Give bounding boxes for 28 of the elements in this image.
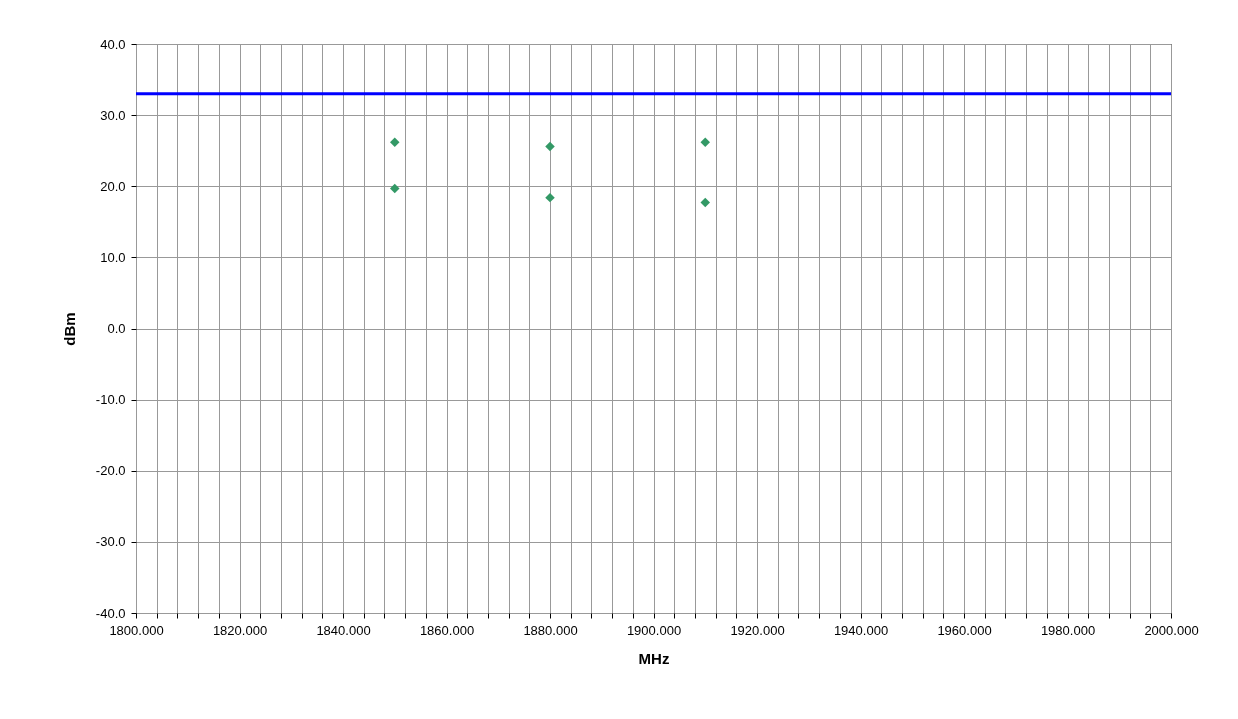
x-tick-label: 1800.000: [109, 622, 164, 638]
y-tick-label: 10.0: [100, 249, 126, 265]
point: [700, 197, 710, 208]
x-tick-label: 1900.000: [626, 622, 682, 638]
x-tick-label: 1860.000: [419, 622, 475, 638]
y-tick-label: -40.0: [95, 605, 126, 621]
y-tick-label: 20.0: [100, 178, 126, 194]
y-axis-title: dBm: [60, 312, 78, 346]
x-tick-label: 1920.000: [730, 622, 785, 638]
y-tick-label: 0.0: [107, 321, 126, 336]
x-tick-label: 1820.000: [212, 622, 268, 638]
y-tick-label: -20.0: [95, 463, 126, 479]
point: [390, 183, 400, 194]
y-tick-label: 40.0: [100, 36, 126, 52]
x-tick-label: 1960.000: [937, 622, 992, 638]
x-tick-label: 1940.000: [833, 622, 889, 638]
y-tick-label: -10.0: [95, 392, 126, 408]
y-tick-label: -30.0: [95, 534, 126, 550]
point: [545, 192, 555, 203]
x-tick-label: 1980.000: [1040, 622, 1096, 638]
x-tick-label: 1880.000: [523, 622, 578, 638]
x-axis-title: MHz: [638, 649, 670, 667]
point: [700, 137, 710, 147]
point: [390, 137, 400, 147]
point: [545, 141, 555, 152]
x-tick-label: 1840.000: [316, 622, 371, 638]
y-tick-label: 30.0: [100, 107, 126, 123]
x-tick-label: 2000.000: [1144, 622, 1199, 638]
